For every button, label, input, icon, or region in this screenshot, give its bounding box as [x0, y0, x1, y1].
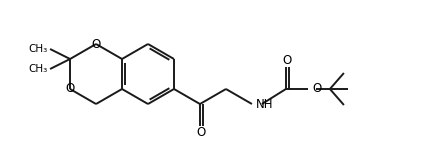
Text: O: O: [196, 126, 205, 139]
Text: NH: NH: [256, 99, 273, 112]
Text: CH₃: CH₃: [29, 44, 48, 54]
Text: O: O: [65, 82, 74, 95]
Text: O: O: [282, 54, 291, 67]
Text: CH₃: CH₃: [29, 64, 48, 74]
Text: O: O: [92, 38, 101, 51]
Text: O: O: [312, 82, 321, 95]
